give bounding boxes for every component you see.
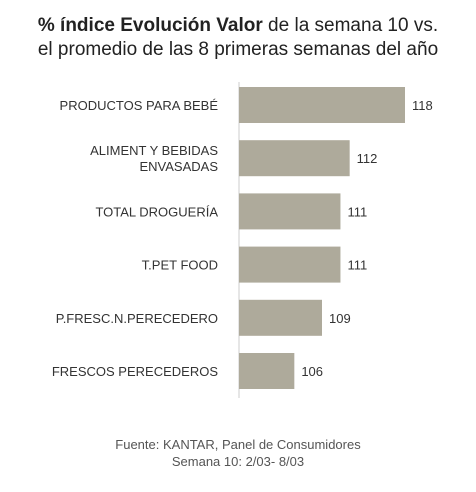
chart-title-rest: de la semana 10 vs. <box>262 15 439 36</box>
bar-3 <box>239 246 341 283</box>
bar-value-label-3: 111 <box>347 258 367 273</box>
category-label-5: FRESCOS PERECEDEROS <box>52 364 218 379</box>
category-label-0: PRODUCTOS PARA BEBÉ <box>60 98 219 113</box>
bar-value-label-4: 109 <box>329 311 351 326</box>
category-label-3: T.PET FOOD <box>142 258 218 273</box>
category-label-2: TOTAL DROGUERÍA <box>95 204 218 219</box>
bar-2 <box>239 193 341 230</box>
bar-value-label-1: 112 <box>357 151 378 166</box>
bar-value-label-2: 111 <box>347 204 367 219</box>
bar-value-label-0: 118 <box>412 98 433 113</box>
source-note: Fuente: KANTAR, Panel de Consumidores Se… <box>0 436 476 470</box>
bar-1 <box>239 140 350 177</box>
chart-title-line-1: % índice Evolución Valor de la semana 10… <box>0 14 476 38</box>
bar-4 <box>239 299 322 336</box>
bar-5 <box>239 353 295 389</box>
category-label-4: P.FRESC.N.PERECEDERO <box>56 311 218 326</box>
chart-title: % índice Evolución Valor de la semana 10… <box>0 14 476 62</box>
category-label-1-0: ALIMENT Y BEBIDAS <box>90 143 218 158</box>
chart-title-line-2: el promedio de las 8 primeras semanas de… <box>37 39 439 60</box>
category-label-1-1: ENVASADAS <box>139 159 218 174</box>
source-line-2: Semana 10: 2/03- 8/03 <box>171 454 305 469</box>
bar-0 <box>239 87 405 123</box>
source-line-1: Fuente: KANTAR, Panel de Consumidores <box>115 437 361 452</box>
chart-title-bold: % índice Evolución Valor <box>37 15 263 36</box>
bar-value-label-5: 106 <box>301 364 323 379</box>
